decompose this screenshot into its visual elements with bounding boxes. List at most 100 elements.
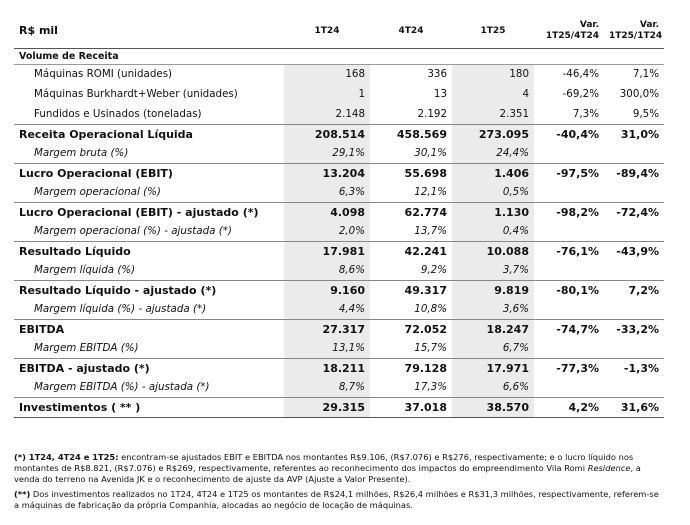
col-header-var-1t25-4t24: Var. 1T25/4T24: [534, 14, 604, 49]
cell-1t25: 9.819: [452, 279, 534, 300]
table-row: Margem líquida (%) 8,6% 9,2% 3,7%: [14, 261, 664, 280]
cell-1t24: 29.315: [284, 396, 370, 418]
col-header-1t24: 1T24: [284, 14, 370, 49]
row-label: EBITDA - ajustado (*): [14, 357, 284, 378]
row-label: Resultado Líquido - ajustado (*): [14, 279, 284, 300]
table-row: Fundidos e Usinados (toneladas) 2.148 2.…: [14, 104, 664, 124]
cell-1t25: 0,4%: [452, 222, 534, 241]
cell-1t25: 38.570: [452, 396, 534, 418]
cell-4t24: 62.774: [370, 201, 452, 222]
table-row: Receita Operacional Líquida 208.514 458.…: [14, 123, 664, 144]
cell-var2: -72,4%: [604, 201, 664, 222]
cell-var2: [604, 261, 664, 280]
cell-1t24: 208.514: [284, 123, 370, 144]
row-label: Margem bruta (%): [34, 147, 129, 160]
cell-var1: -74,7%: [534, 318, 604, 339]
cell-var2: [604, 183, 664, 202]
table-row: Máquinas Burkhardt+Weber (unidades) 1 13…: [14, 84, 664, 104]
table-row: Investimentos ( ** ) 29.315 37.018 38.57…: [14, 396, 664, 418]
cell-1t24: 9.160: [284, 279, 370, 300]
cell-var2: 7,1%: [632, 68, 659, 81]
section-title: Volume de Receita: [14, 48, 664, 65]
cell-1t24: 4,4%: [284, 300, 370, 319]
cell-1t24: 17.981: [284, 240, 370, 261]
table-row: Lucro Operacional (EBIT) - ajustado (*) …: [14, 201, 664, 222]
cell-var2: 7,2%: [604, 279, 664, 300]
row-label: Lucro Operacional (EBIT) - ajustado (*): [14, 201, 284, 222]
table-row: Lucro Operacional (EBIT) 13.204 55.698 1…: [14, 162, 664, 183]
cell-1t24: 27.317: [284, 318, 370, 339]
cell-var1: [534, 300, 604, 319]
cell-1t25: 2.351: [452, 104, 534, 124]
section-header: Volume de Receita: [14, 48, 664, 65]
row-label: Margem operacional (%): [34, 186, 161, 199]
cell-var1: [534, 222, 604, 241]
cell-1t24: 1: [284, 84, 370, 104]
cell-var2: 9,5%: [632, 107, 659, 120]
cell-4t24: 336: [427, 68, 447, 81]
row-label: Receita Operacional Líquida: [14, 123, 284, 144]
financial-table: R$ mil 1T24 4T24 1T25 Var. 1T25/4T24 Var.…: [14, 14, 664, 418]
row-label: Margem operacional (%) - ajustada (*): [34, 225, 232, 238]
table-row: Margem EBITDA (%) - ajustada (*) 8,7% 17…: [14, 378, 664, 397]
cell-1t25: 6,6%: [452, 378, 534, 397]
cell-var1: -80,1%: [534, 279, 604, 300]
cell-4t24: 72.052: [370, 318, 452, 339]
cell-1t24: 13,1%: [284, 339, 370, 358]
cell-1t24: 4.098: [284, 201, 370, 222]
table-row: Margem líquida (%) - ajustada (*) 4,4% 1…: [14, 300, 664, 319]
cell-4t24: 12,1%: [414, 186, 447, 199]
cell-var1: -77,3%: [534, 357, 604, 378]
cell-var2: -33,2%: [604, 318, 664, 339]
table-header: R$ mil 1T24 4T24 1T25 Var. 1T25/4T24 Var.…: [14, 14, 664, 49]
row-label: Fundidos e Usinados (toneladas): [34, 107, 202, 120]
cell-var1: [534, 183, 604, 202]
cell-1t25: 10.088: [452, 240, 534, 261]
cell-var1: -40,4%: [534, 123, 604, 144]
table-row: Margem operacional (%) 6,3% 12,1% 0,5%: [14, 183, 664, 202]
row-label: Lucro Operacional (EBIT): [14, 162, 284, 183]
table-row: Máquinas ROMI (unidades) 168 336 180 -46…: [14, 64, 664, 84]
footnote-investments: (**) Dos investimentos realizados no 1T2…: [14, 489, 659, 510]
footnote-adjusted: (*) 1T24, 4T24 e 1T25: encontram-se ajus…: [14, 452, 641, 484]
cell-1t24: 29,1%: [284, 144, 370, 163]
cell-var1: -46,4%: [562, 68, 599, 81]
cell-1t25: 24,4%: [452, 144, 534, 163]
row-label: Margem EBITDA (%): [34, 342, 139, 355]
table-row: EBITDA 27.317 72.052 18.247 -74,7% -33,2…: [14, 318, 664, 339]
cell-var1: [534, 261, 604, 280]
cell-4t24: 15,7%: [414, 342, 447, 355]
col-header-var-1t25-1t24: Var. 1T25/1T24: [604, 14, 664, 49]
cell-4t24: 42.241: [370, 240, 452, 261]
cell-1t25: 1.130: [452, 201, 534, 222]
row-label: Máquinas ROMI (unidades): [34, 68, 173, 81]
cell-4t24: 37.018: [370, 396, 452, 418]
row-label: Margem EBITDA (%) - ajustada (*): [34, 381, 210, 394]
cell-var2: 31,6%: [604, 396, 664, 418]
cell-1t25: 4: [452, 84, 534, 104]
cell-4t24: 55.698: [370, 162, 452, 183]
cell-4t24: 79.128: [370, 357, 452, 378]
footnote-investments-marker: (**): [14, 489, 31, 499]
cell-1t25: 17.971: [452, 357, 534, 378]
cell-var2: [604, 378, 664, 397]
row-label: Máquinas Burkhardt+Weber (unidades): [34, 88, 238, 100]
row-label: Margem líquida (%): [34, 264, 136, 277]
cell-var1: -76,1%: [534, 240, 604, 261]
col-header-1t25: 1T25: [452, 14, 534, 49]
cell-var2: [604, 339, 664, 358]
footnotes: (*) 1T24, 4T24 e 1T25: encontram-se ajus…: [14, 452, 664, 515]
cell-4t24: 13,7%: [414, 225, 447, 238]
row-label: Investimentos ( ** ): [14, 396, 284, 418]
cell-var1: -98,2%: [534, 201, 604, 222]
table-row: Margem EBITDA (%) 13,1% 15,7% 6,7%: [14, 339, 664, 358]
cell-1t24: 8,6%: [284, 261, 370, 280]
cell-1t24: 6,3%: [284, 183, 370, 202]
cell-var2: [604, 222, 664, 241]
cell-var1: 7,3%: [572, 107, 599, 120]
cell-4t24: 13: [433, 88, 447, 100]
table-row: Margem bruta (%) 29,1% 30,1% 24,4%: [14, 144, 664, 163]
cell-var1: -97,5%: [534, 162, 604, 183]
cell-var2: -43,9%: [604, 240, 664, 261]
cell-var1: [534, 378, 604, 397]
